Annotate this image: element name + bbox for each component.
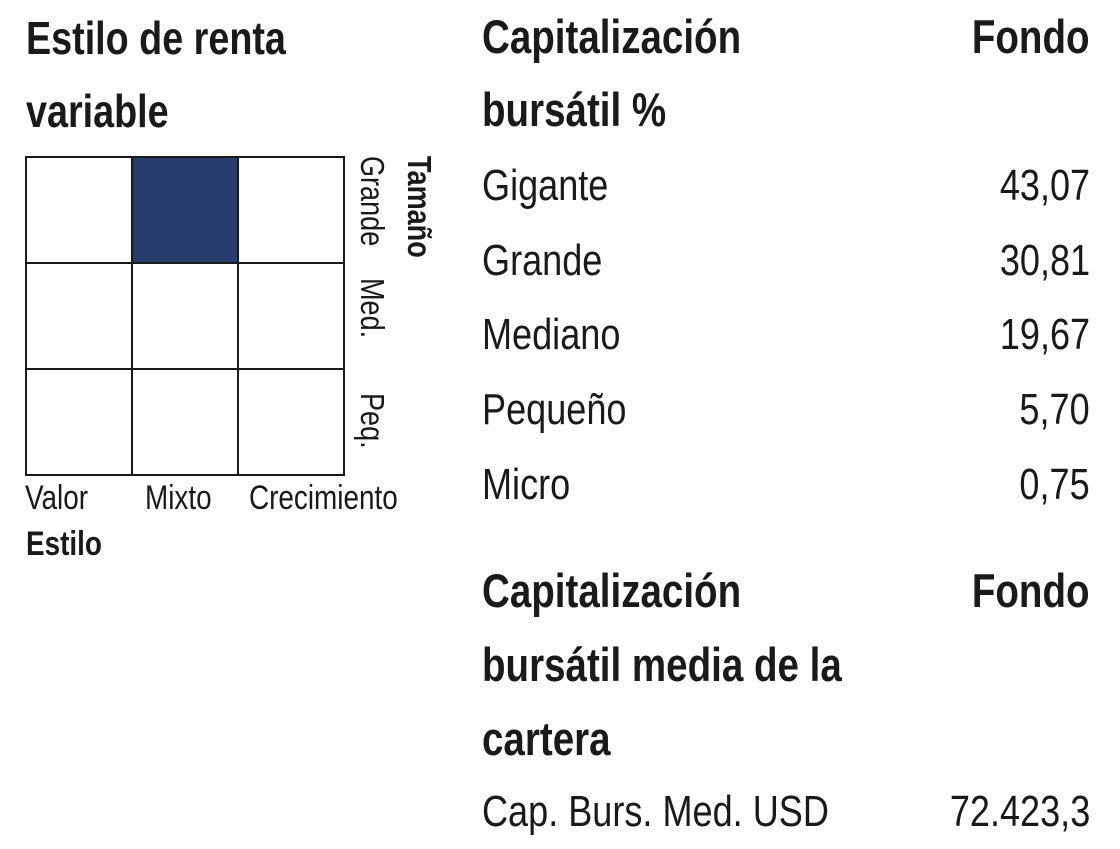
size-label-small: Peq. [354,393,391,449]
style-cell-mid-growth [239,264,345,370]
avg-cap-row-value: 72.423,3 [949,787,1090,836]
style-cell-large-growth [239,158,345,264]
style-cell-small-value [27,370,133,476]
market-cap-fund-header: Fondo [972,10,1090,63]
style-label-value: Valor [25,479,89,517]
style-cell-small-blend [133,370,239,476]
style-cell-small-growth [239,370,345,476]
style-box-title-line2: variable [26,85,169,137]
avg-cap-heading-line3: cartera [482,712,611,765]
market-cap-row-label: Micro [482,460,571,509]
market-cap-row-label: Mediano [482,310,621,359]
style-label-blend: Mixto [145,479,212,517]
market-cap-row-value: 0,75 [1019,460,1090,509]
market-cap-heading-line1: Capitalización [482,10,742,63]
size-axis-title: Tamaño [401,156,438,258]
style-box-grid [25,156,345,476]
style-axis-title: Estilo [26,525,102,563]
market-cap-row-label: Pequeño [482,385,627,434]
avg-cap-fund-header: Fondo [972,564,1090,617]
market-cap-row-value: 43,07 [999,161,1090,210]
market-cap-row-value: 19,67 [999,310,1090,359]
style-box-title: Estilo de renta variable [26,2,546,148]
market-cap-heading-line2: bursátil % [482,83,667,136]
size-label-mid: Med. [354,278,391,339]
style-cell-large-blend [133,158,239,264]
market-cap-row-label: Grande [482,236,603,285]
style-cell-large-value [27,158,133,264]
market-cap-row-value: 5,70 [1019,385,1090,434]
market-cap-row-value: 30,81 [999,236,1090,285]
style-cell-mid-blend [133,264,239,370]
avg-cap-heading-line2: bursátil media de la [482,638,842,691]
avg-cap-heading-line1: Capitalización [482,564,742,617]
style-label-growth: Crecimiento [249,479,398,517]
market-cap-row-label: Gigante [482,161,609,210]
style-box-title-line1: Estilo de renta [26,12,286,64]
avg-cap-row-label: Cap. Burs. Med. USD [482,787,829,836]
size-label-large: Grande [354,156,391,247]
style-cell-mid-value [27,264,133,370]
